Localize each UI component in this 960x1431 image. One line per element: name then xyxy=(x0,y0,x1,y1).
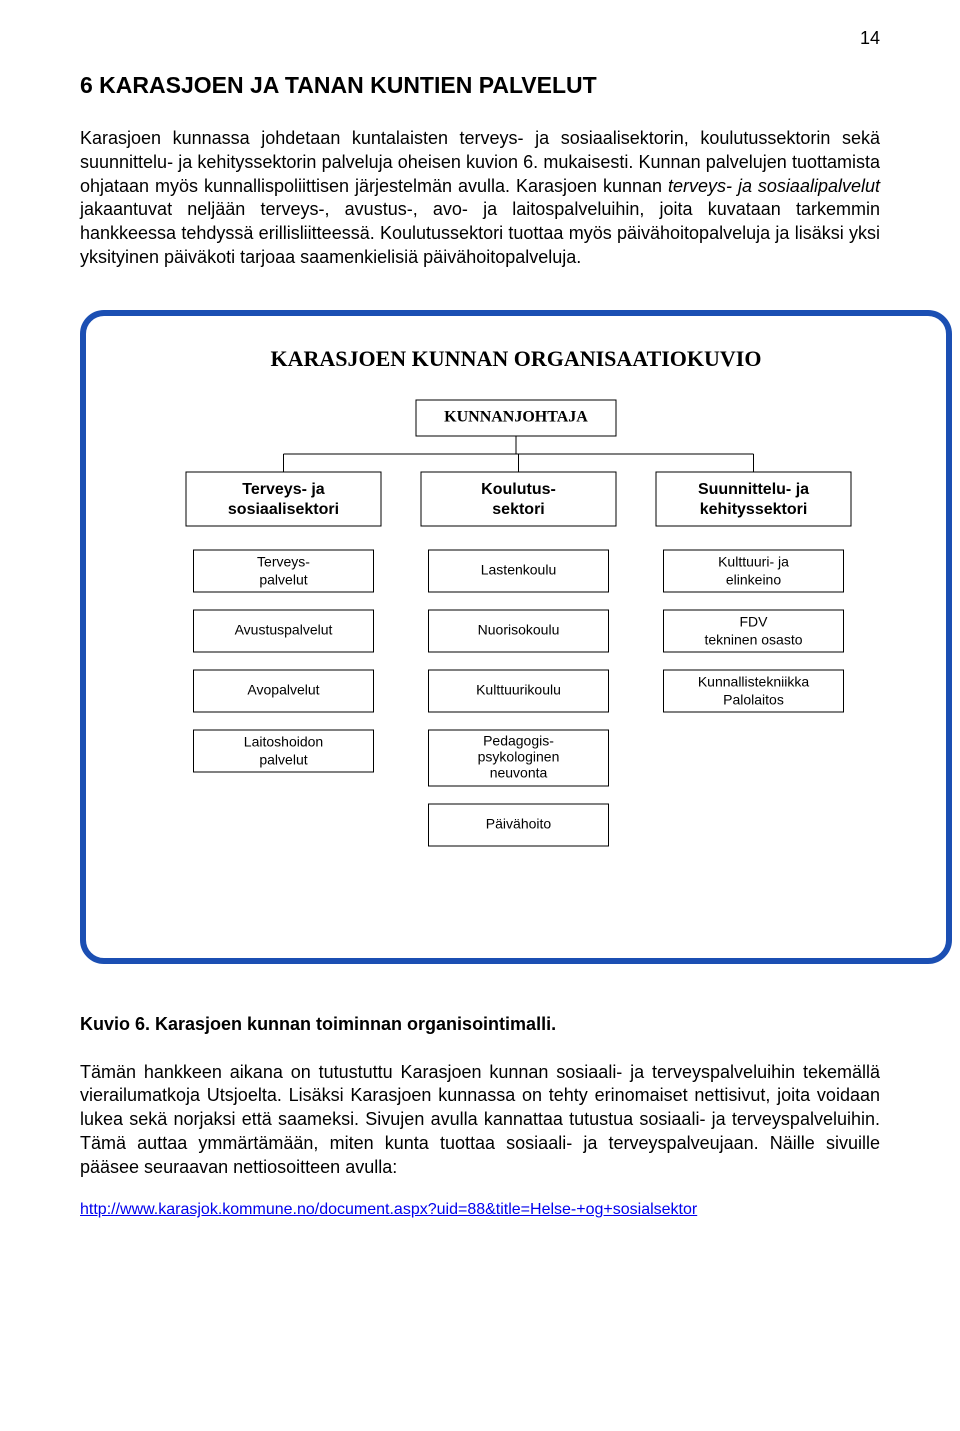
svg-text:psykologinen: psykologinen xyxy=(478,748,560,764)
svg-text:tekninen osasto: tekninen osasto xyxy=(704,631,802,647)
svg-text:sektori: sektori xyxy=(492,501,544,518)
intro-paragraph: Karasjoen kunnassa johdetaan kuntalaiste… xyxy=(80,127,880,270)
svg-text:Nuorisokoulu: Nuorisokoulu xyxy=(478,621,560,637)
svg-text:Laitoshoidon: Laitoshoidon xyxy=(244,733,323,749)
svg-text:Suunnittelu- ja: Suunnittelu- ja xyxy=(698,481,809,498)
svg-text:Kulttuurikoulu: Kulttuurikoulu xyxy=(476,681,561,697)
svg-text:sosiaalisektori: sosiaalisektori xyxy=(228,501,339,518)
svg-text:elinkeino: elinkeino xyxy=(726,571,781,587)
svg-text:Avustuspalvelut: Avustuspalvelut xyxy=(235,621,333,637)
para1-b: jakaantuvat neljään terveys-, avustus-, … xyxy=(80,199,880,267)
svg-text:Lastenkoulu: Lastenkoulu xyxy=(481,561,557,577)
source-link[interactable]: http://www.karasjok.kommune.no/document.… xyxy=(80,1201,697,1218)
svg-text:kehityssektori: kehityssektori xyxy=(700,501,808,518)
page-number: 14 xyxy=(860,28,880,49)
org-chart-frame: KARASJOEN KUNNAN ORGANISAATIOKUVIO KUNNA… xyxy=(80,310,952,964)
org-chart-svg: KUNNANJOHTAJA Terveys- ja sosiaalisektori K… xyxy=(146,390,886,910)
org-chart-title: KARASJOEN KUNNAN ORGANISAATIOKUVIO xyxy=(116,346,916,372)
svg-text:palvelut: palvelut xyxy=(259,571,307,587)
svg-text:Palolaitos: Palolaitos xyxy=(723,691,784,707)
svg-text:Pedagogis-: Pedagogis- xyxy=(483,732,554,748)
svg-text:Kunnallistekniikka: Kunnallistekniikka xyxy=(698,673,809,689)
svg-text:Koulutus-: Koulutus- xyxy=(481,481,556,498)
figure-caption: Kuvio 6. Karasjoen kunnan toiminnan orga… xyxy=(80,1014,880,1035)
para1-italic: terveys- ja sosiaalipalvelut xyxy=(668,176,880,196)
svg-text:neuvonta: neuvonta xyxy=(490,764,548,780)
svg-text:FDV: FDV xyxy=(740,613,769,629)
svg-text:Kulttuuri- ja: Kulttuuri- ja xyxy=(718,553,789,569)
svg-text:Terveys-: Terveys- xyxy=(257,553,310,569)
closing-paragraph: Tämän hankkeen aikana on tutustuttu Kara… xyxy=(80,1061,880,1180)
svg-text:KUNNANJOHTAJA: KUNNANJOHTAJA xyxy=(444,408,588,425)
page-heading: 6 KARASJOEN JA TANAN KUNTIEN PALVELUT xyxy=(80,72,880,99)
svg-text:Päivähoito: Päivähoito xyxy=(486,815,552,831)
svg-text:palvelut: palvelut xyxy=(259,751,307,767)
svg-text:Avopalvelut: Avopalvelut xyxy=(247,681,319,697)
svg-text:Terveys- ja: Terveys- ja xyxy=(242,481,325,498)
